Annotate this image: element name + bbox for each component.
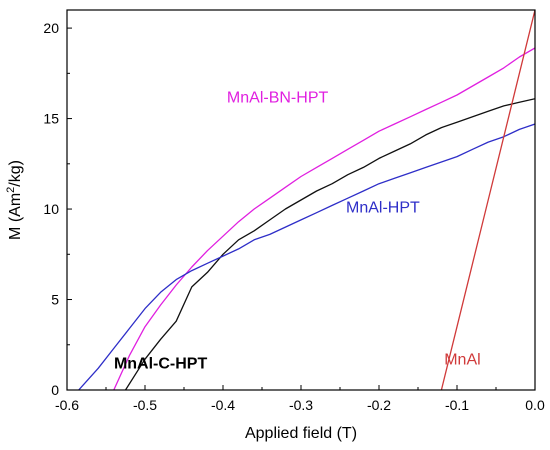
x-tick-label: -0.2 [367, 397, 391, 413]
tick-layer: -0.6 -0.5 -0.4 -0.3 -0.2 -0.1 0.0 0 5 10 15 20 [43, 20, 545, 413]
y-axis-title-superscript: 2 [5, 187, 17, 193]
y-axis-title: M (Am2/kg) [5, 160, 24, 240]
series-line-mnal-hpt [78, 123, 535, 390]
x-tick-label: -0.3 [289, 397, 313, 413]
x-tick-label: -0.6 [55, 397, 79, 413]
y-axis-title-tail: /kg) [7, 160, 24, 187]
x-tick-label: -0.5 [133, 397, 157, 413]
y-tick-label: 15 [43, 111, 59, 127]
y-tick-label: 20 [43, 20, 59, 36]
series-line-mnal-bn-hpt [113, 47, 535, 390]
series-line-mnal-c-hpt [124, 98, 535, 390]
series-label-mnal-hpt: MnAl-HPT [346, 200, 420, 217]
x-tick-label: -0.4 [211, 397, 235, 413]
series-label-mnal-bn-hpt: MnAl-BN-HPT [227, 89, 329, 106]
series-label-mnal: MnAl [444, 352, 480, 369]
series-line-mnal [440, 10, 535, 390]
series-layer [78, 10, 535, 390]
series-label-mnal-c-hpt: MnAl-C-HPT [114, 355, 208, 372]
label-layer: MnAl-BN-HPT MnAl-C-HPT MnAl-HPT MnAl [114, 89, 481, 372]
x-tick-label: 0.0 [525, 397, 545, 413]
plot-frame [66, 9, 536, 391]
y-tick-label: 10 [43, 201, 59, 217]
x-tick-label: -0.1 [445, 397, 469, 413]
y-tick-label: 5 [51, 292, 59, 308]
y-tick-label: 0 [51, 382, 59, 398]
x-axis-title: Applied field (T) [245, 425, 357, 442]
y-axis-title-main: M (Am [7, 193, 24, 240]
